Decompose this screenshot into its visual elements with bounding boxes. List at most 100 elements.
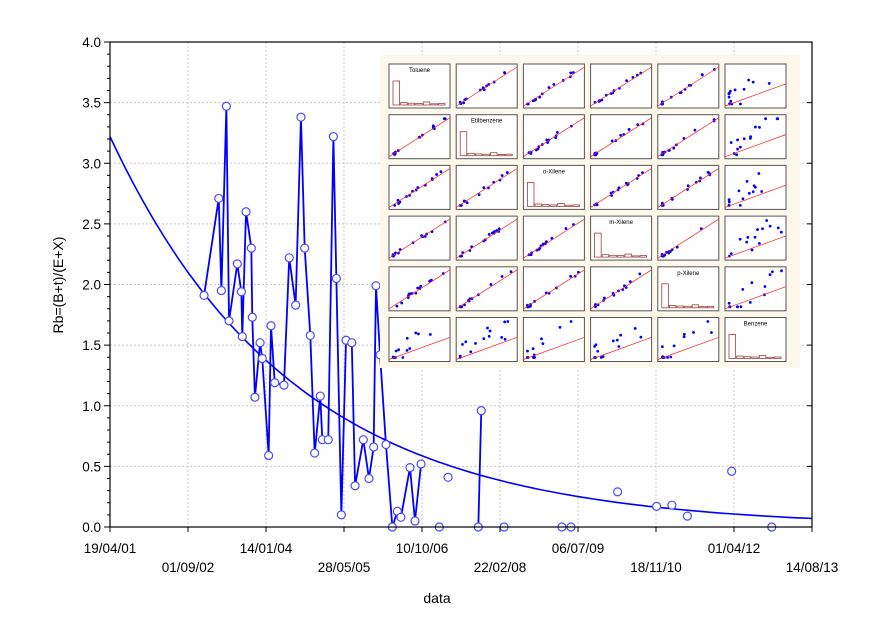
y-tick-label: 4.0 <box>82 35 101 50</box>
histogram-bar <box>542 204 550 207</box>
matrix-point <box>547 86 551 89</box>
matrix-point <box>747 191 751 195</box>
data-point <box>246 243 256 253</box>
x-tick-label: 22/02/08 <box>474 560 527 575</box>
regression-line <box>724 83 787 107</box>
matrix-cell <box>522 266 585 312</box>
matrix-point <box>435 173 439 176</box>
cell-frame <box>388 266 451 312</box>
matrix-point <box>699 176 702 180</box>
matrix-point <box>728 91 731 95</box>
matrix-cell <box>522 114 585 160</box>
regression-line <box>657 66 719 107</box>
variable-label: m-Xilene <box>609 220 633 226</box>
matrix-point <box>660 345 664 348</box>
matrix-point <box>505 171 509 174</box>
matrix-cell <box>388 114 451 160</box>
data-point <box>247 312 257 322</box>
matrix-point <box>729 252 733 256</box>
matrix-point <box>738 145 742 149</box>
matrix-cell <box>522 215 585 261</box>
regression-line <box>724 134 787 158</box>
histogram-bar <box>459 131 468 157</box>
histogram-bar <box>467 152 475 157</box>
data-point <box>300 243 310 253</box>
matrix-point <box>526 349 529 353</box>
matrix-point <box>535 148 538 152</box>
data-point <box>264 450 274 461</box>
histogram-bar <box>557 202 565 207</box>
matrix-point <box>693 128 697 132</box>
regression-line <box>590 336 652 360</box>
matrix-point <box>768 273 772 277</box>
data-point <box>291 300 301 310</box>
matrix-point <box>660 102 664 106</box>
matrix-cell: p-Xilene <box>657 266 720 312</box>
matrix-cell <box>590 164 653 210</box>
cell-frame <box>724 317 787 362</box>
regression-line <box>523 66 585 107</box>
histogram-bar <box>736 355 744 359</box>
histogram-bar <box>624 253 632 258</box>
data-point <box>221 101 231 111</box>
matrix-point <box>531 347 535 351</box>
matrix-point <box>686 184 690 188</box>
matrix-point <box>469 350 473 354</box>
data-point <box>237 332 247 342</box>
histogram-bar <box>415 103 423 106</box>
regression-line <box>456 218 518 259</box>
y-axis-label: Rb=(B+t)/(E+X) <box>50 237 66 334</box>
data-point <box>727 466 737 476</box>
histogram-bar <box>616 255 625 258</box>
matrix-point <box>400 301 404 305</box>
data-point <box>279 380 289 390</box>
matrix-point <box>394 349 398 353</box>
data-point <box>216 285 226 296</box>
matrix-cell <box>724 114 787 160</box>
matrix-point <box>486 326 489 330</box>
matrix-point <box>462 101 466 105</box>
x-axis-label: data <box>423 590 450 606</box>
data-point <box>236 287 246 297</box>
matrix-point <box>749 135 753 139</box>
matrix-point <box>727 301 731 305</box>
matrix-point <box>414 331 418 335</box>
matrix-point <box>428 333 432 336</box>
matrix-point <box>738 204 742 207</box>
matrix-point <box>500 275 504 278</box>
y-tick-label: 2.0 <box>82 278 101 293</box>
matrix-cell <box>724 266 787 312</box>
matrix-point <box>763 285 767 288</box>
data-point <box>250 392 260 402</box>
matrix-point <box>639 335 643 339</box>
matrix-cell <box>724 215 787 261</box>
regression-line <box>657 218 719 259</box>
matrix-point <box>569 71 573 75</box>
matrix-point <box>572 223 575 226</box>
matrix-point <box>738 237 742 241</box>
x-tick-label: 10/10/06 <box>396 541 449 556</box>
matrix-point <box>706 320 710 323</box>
matrix-point <box>670 248 674 252</box>
histogram-bar <box>474 153 483 157</box>
histogram-bar <box>527 181 535 207</box>
data-point <box>214 193 224 204</box>
cell-frame <box>455 266 518 312</box>
regression-line <box>590 66 652 107</box>
matrix-cell <box>657 317 720 362</box>
data-point <box>443 472 453 482</box>
matrix-point <box>596 349 600 353</box>
histogram-bar <box>482 153 490 157</box>
matrix-cell <box>657 63 720 109</box>
matrix-point <box>736 305 739 309</box>
cell-frame <box>388 317 451 362</box>
data-point <box>358 435 368 445</box>
matrix-point <box>628 280 632 284</box>
x-tick-label: 28/05/05 <box>318 560 371 575</box>
variable-label: Benzene <box>744 322 768 328</box>
variable-label: Etilbenzene <box>471 119 503 125</box>
x-tick-label: 18/11/10 <box>630 560 682 575</box>
matrix-point <box>751 80 755 84</box>
histogram-bar <box>751 356 759 359</box>
cell-frame <box>590 317 653 362</box>
